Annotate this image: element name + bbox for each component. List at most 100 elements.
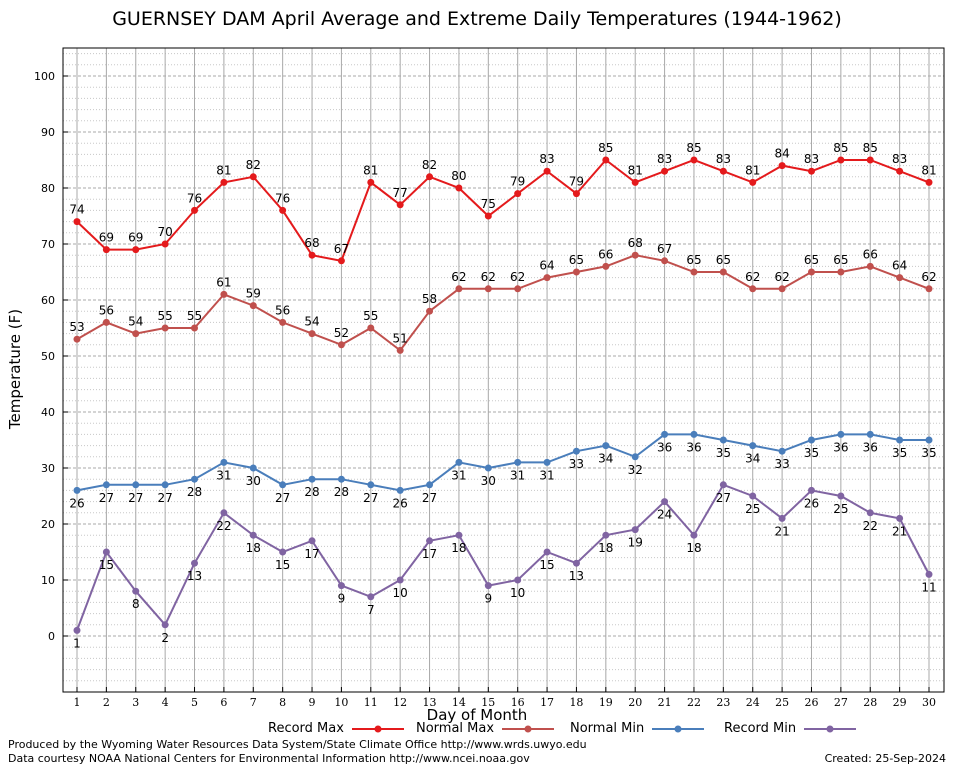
data-point — [572, 268, 580, 276]
data-label: 62 — [745, 270, 760, 284]
data-point — [514, 285, 522, 293]
data-label: 59 — [246, 287, 261, 301]
data-label: 36 — [657, 440, 672, 454]
data-label: 35 — [921, 446, 936, 460]
data-label: 36 — [686, 440, 701, 454]
data-point — [925, 436, 933, 444]
data-point — [484, 582, 492, 590]
data-point — [279, 481, 287, 489]
x-tick-label: 9 — [309, 696, 316, 709]
data-label: 1 — [73, 636, 81, 650]
data-point — [661, 257, 669, 265]
data-label: 68 — [304, 236, 319, 250]
x-tick-label: 13 — [423, 696, 437, 709]
data-point — [102, 481, 110, 489]
data-point — [132, 246, 140, 254]
data-label: 62 — [451, 270, 466, 284]
data-label: 7 — [367, 603, 375, 617]
data-point — [719, 167, 727, 175]
data-label: 13 — [187, 569, 202, 583]
data-label: 76 — [187, 191, 202, 205]
data-label: 85 — [598, 141, 613, 155]
data-point — [631, 178, 639, 186]
data-label: 61 — [216, 275, 231, 289]
legend-swatch-record-max — [351, 725, 404, 732]
footer-courtesy: Data courtesy NOAA National Centers for … — [8, 752, 530, 765]
data-label: 58 — [422, 292, 437, 306]
data-label: 74 — [69, 203, 84, 217]
data-label: 81 — [216, 163, 231, 177]
data-point — [807, 167, 815, 175]
data-point — [191, 559, 199, 567]
data-point — [484, 285, 492, 293]
data-label: 79 — [510, 175, 525, 189]
data-label: 28 — [304, 485, 319, 499]
data-point — [455, 458, 463, 466]
data-point — [337, 257, 345, 265]
data-label: 30 — [246, 474, 261, 488]
legend-normal-max: Normal Max — [416, 721, 556, 736]
data-label: 83 — [804, 152, 819, 166]
data-point — [396, 486, 404, 494]
data-label: 62 — [510, 270, 525, 284]
data-point — [602, 442, 610, 450]
data-point — [896, 274, 904, 282]
data-point — [73, 626, 81, 634]
x-tick-label: 2 — [103, 696, 110, 709]
data-label: 25 — [745, 502, 760, 516]
data-label: 26 — [804, 496, 819, 510]
y-tick-label: 30 — [41, 462, 55, 475]
x-tick-label: 23 — [716, 696, 730, 709]
x-tick-label: 22 — [687, 696, 701, 709]
data-point — [132, 587, 140, 595]
data-label: 35 — [716, 446, 731, 460]
data-label: 85 — [833, 141, 848, 155]
x-tick-label: 8 — [279, 696, 286, 709]
plot-background — [63, 48, 944, 692]
y-tick-label: 20 — [41, 518, 55, 531]
data-label: 79 — [569, 175, 584, 189]
data-label: 13 — [569, 569, 584, 583]
data-point — [367, 481, 375, 489]
x-tick-label: 1 — [74, 696, 81, 709]
data-point — [514, 190, 522, 198]
y-tick-label: 0 — [48, 630, 55, 643]
data-point — [837, 430, 845, 438]
data-label: 21 — [774, 524, 789, 538]
data-label: 27 — [157, 491, 172, 505]
data-label: 62 — [481, 270, 496, 284]
data-point — [896, 514, 904, 522]
y-tick-label: 70 — [41, 238, 55, 251]
data-point — [837, 268, 845, 276]
data-point — [661, 498, 669, 506]
data-point — [161, 481, 169, 489]
data-label: 77 — [393, 186, 408, 200]
x-tick-label: 11 — [364, 696, 378, 709]
data-label: 80 — [451, 169, 466, 183]
data-point — [866, 430, 874, 438]
data-point — [279, 548, 287, 556]
data-point — [102, 318, 110, 326]
data-point — [367, 324, 375, 332]
data-point — [455, 531, 463, 539]
data-point — [337, 341, 345, 349]
data-label: 33 — [569, 457, 584, 471]
data-point — [191, 475, 199, 483]
data-point — [220, 509, 228, 517]
plot-border — [62, 47, 945, 693]
x-tick-label: 27 — [834, 696, 848, 709]
x-tick-label: 17 — [540, 696, 554, 709]
x-tick-label: 12 — [393, 696, 407, 709]
x-tick-label: 19 — [599, 696, 613, 709]
chart-title: GUERNSEY DAM April Average and Extreme D… — [112, 8, 842, 30]
data-point — [161, 621, 169, 629]
y-tick-label: 60 — [41, 294, 55, 307]
data-label: 62 — [921, 270, 936, 284]
data-point — [249, 302, 257, 310]
data-label: 82 — [422, 158, 437, 172]
data-label: 65 — [804, 253, 819, 267]
legend-label-normal-max: Normal Max — [416, 721, 495, 736]
data-label: 24 — [657, 508, 672, 522]
